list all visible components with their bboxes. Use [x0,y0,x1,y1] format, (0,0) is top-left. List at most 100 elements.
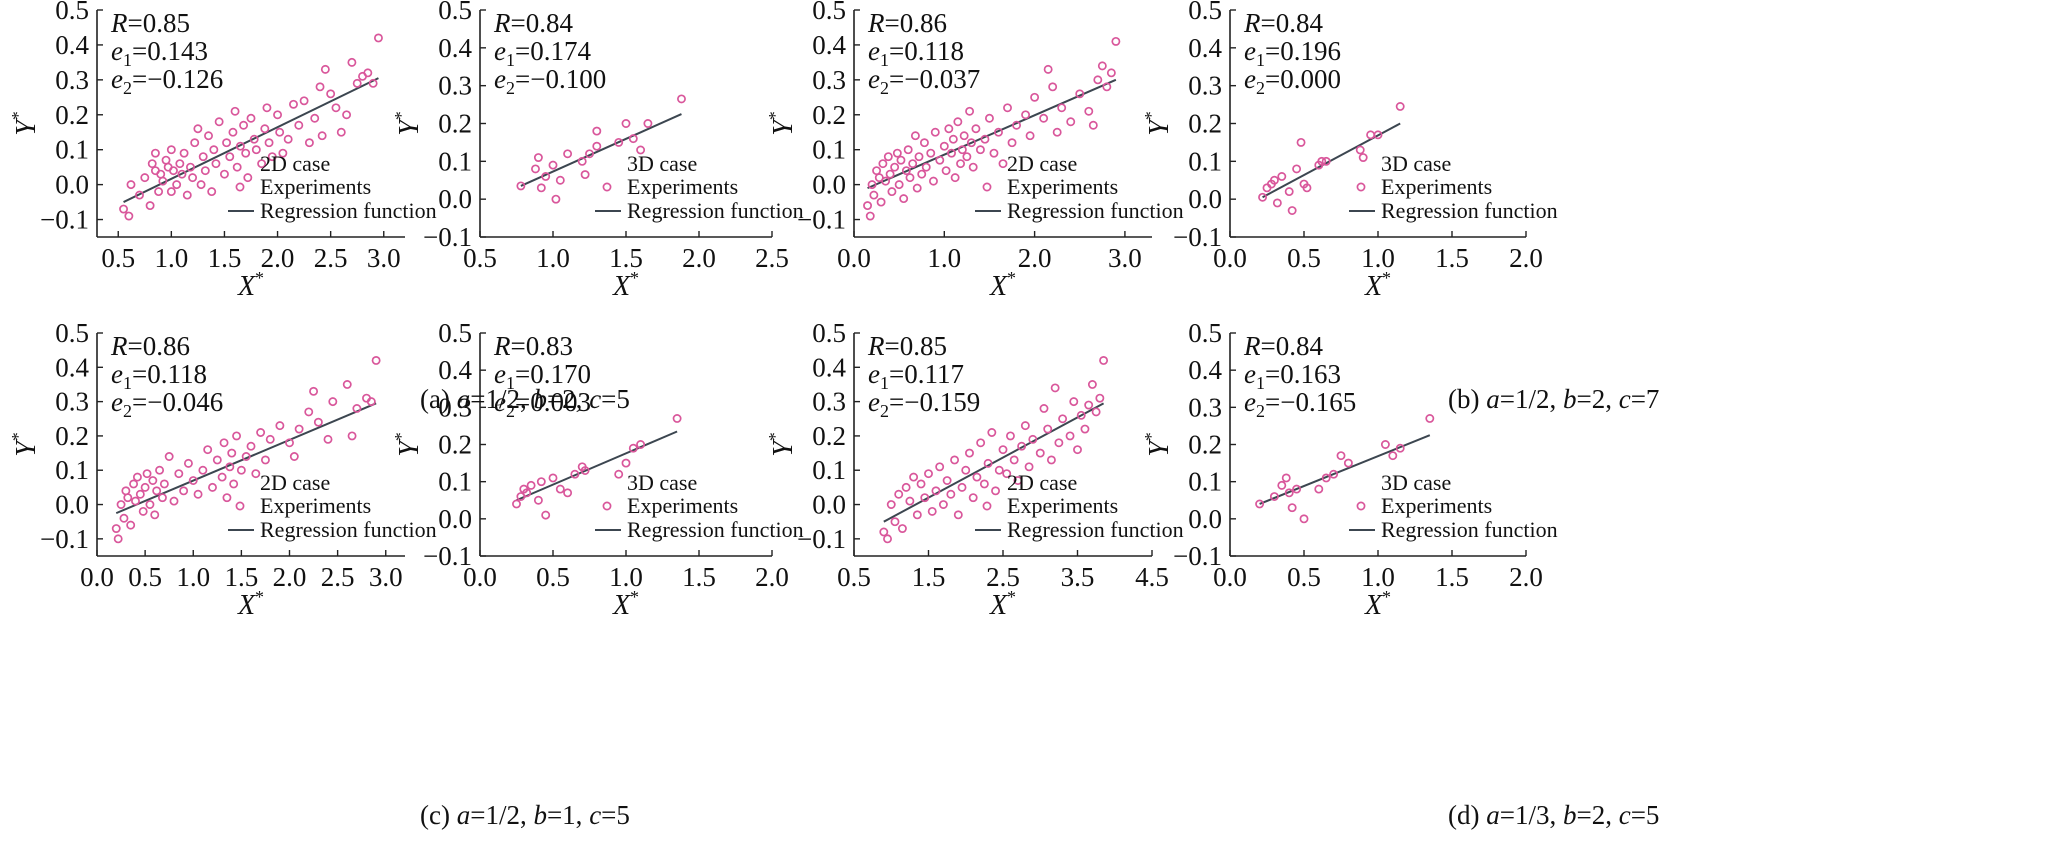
caption-label: (b) [1448,384,1487,414]
data-point [890,517,900,527]
legend-marker [602,501,612,511]
data-point [926,148,936,158]
x-axis-label: X* [612,587,639,621]
data-point [289,452,299,461]
data-point [909,472,919,482]
data-point [368,78,378,88]
y-axis-label: Y* [765,111,799,136]
stat-e2-sub: 2 [1256,78,1265,98]
data-point [225,152,235,162]
data-point [1395,102,1405,111]
caption-label: (a) [420,384,457,414]
y-tick-label: 0.4 [812,352,846,382]
x-tick-label: 0.0 [80,562,114,592]
data-point [315,82,325,92]
data-point [577,156,587,166]
data-point [872,166,882,176]
data-point [1287,503,1297,513]
legend-regression: Regression function [260,517,437,542]
data-point [1321,473,1331,483]
data-point [225,462,235,472]
x-tick-label: 1.5 [682,562,716,592]
x-tick-label: 3.5 [1061,562,1095,592]
data-point [157,493,167,503]
data-point [347,431,357,441]
data-point [1336,451,1346,461]
x-tick-label: 3.0 [367,243,401,273]
x-tick-label: 4.5 [1135,562,1169,592]
stat-r: R=0.83 [493,331,573,361]
x-tick-label: 2.0 [261,243,295,273]
data-point [950,455,960,465]
data-point [1097,61,1107,71]
stat-e1-value: =0.174 [515,36,591,66]
x-axis-label: X* [1364,587,1391,621]
chart-panel-8: −0.10.00.10.20.30.40.50.0 0.5 1.0 1.5 2.0X*Y… [1141,318,1558,621]
stat-r-value: =0.84 [1261,8,1324,38]
caption-part: =1/3, [1499,800,1563,830]
data-point [289,99,298,109]
y-tick-label: 0.4 [812,30,846,60]
y-tick-label: 0.0 [1188,184,1222,214]
legend-experiments: Experiments [1007,174,1118,199]
caption-part: b [533,800,547,830]
legend-regression: Regression function [1007,517,1184,542]
x-tick-label: 1.0 [1361,562,1395,592]
data-point [278,148,288,158]
x-tick-label: 0.5 [128,562,162,592]
legend-case: 2D case [1007,151,1077,176]
stat-r: R=0.86 [867,8,947,38]
data-point [1030,92,1040,102]
x-tick-label: 0.5 [1287,243,1321,273]
data-point [175,159,185,169]
data-point [994,127,1003,137]
y-axis-label-star: * [1141,111,1161,120]
data-point [150,148,160,158]
x-tick-label: 2.5 [755,243,789,273]
y-tick-label: −0.1 [1173,222,1222,252]
caption-part: =2, [546,384,590,414]
stat-e2: e2=−0.159 [868,387,980,421]
data-point [901,166,911,176]
data-point [211,159,221,169]
caption-part: =5 [1630,800,1660,830]
y-tick-label: 0.0 [55,170,89,200]
y-axis-label: Y* [391,111,425,136]
data-point [243,173,253,183]
data-point [1095,393,1105,403]
y-axis-label: Y* [1141,432,1175,457]
data-point [953,117,963,127]
y-tick-label: 0.1 [812,455,846,485]
data-point [207,187,217,197]
data-point [930,127,940,137]
stat-e1-value: =0.118 [889,36,964,66]
data-point [222,138,232,148]
data-point [910,131,920,141]
x-tick-label: 0.0 [463,562,497,592]
data-point [275,421,285,431]
x-tick-label: 1.5 [1435,562,1469,592]
y-axis-label-star: * [765,111,785,120]
data-point [371,355,381,365]
legend-marker [1356,501,1366,511]
caption-part: a [456,800,471,830]
caption-part: =1, [546,800,590,830]
data-point [204,131,213,141]
y-tick-label: 0.2 [812,100,846,130]
data-point [1087,380,1097,389]
data-point [152,486,162,496]
legend-case: 2D case [1007,470,1077,495]
data-point [563,149,573,159]
regression-line [867,78,1117,190]
data-point [260,455,270,465]
x-axis-label: X* [237,587,264,621]
data-point [931,486,941,496]
data-point [230,106,240,116]
y-tick-label: −0.1 [797,205,846,235]
stat-r-value: =0.85 [885,331,947,361]
data-point [1388,451,1398,461]
data-point [962,152,972,162]
x-tick-label: 0.5 [463,243,497,273]
y-tick-label: 0.3 [55,387,89,417]
data-point [328,397,338,407]
